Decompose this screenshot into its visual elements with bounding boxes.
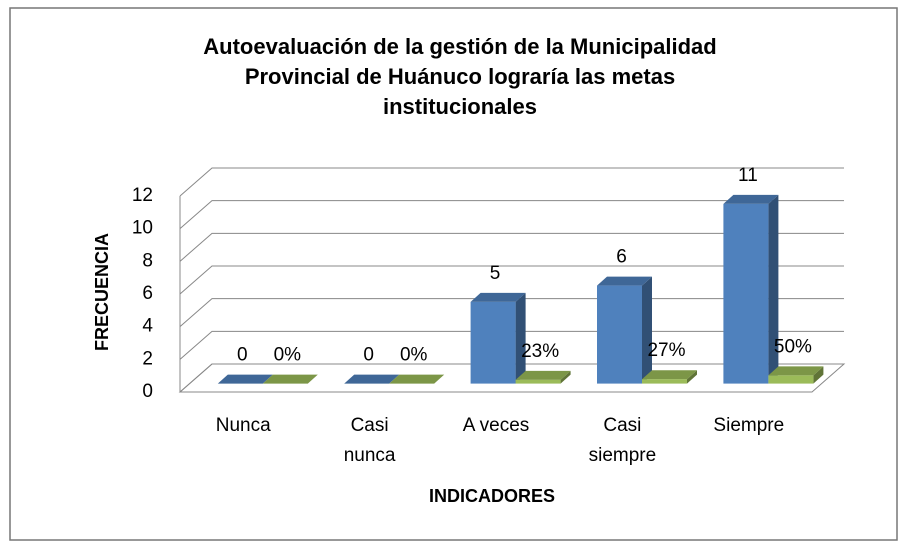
bar-side [687, 370, 697, 384]
data-label: 0 [237, 345, 248, 366]
bar-side [560, 370, 571, 384]
data-label: 0% [274, 345, 302, 366]
bar-top [597, 276, 652, 286]
bar [597, 276, 652, 384]
x-tick-label: Casi siempre [589, 415, 657, 466]
x-tick-label: Nunca [216, 415, 271, 436]
data-label: 23% [521, 341, 559, 362]
bar-front [515, 379, 561, 384]
bar [723, 194, 779, 384]
data-label: 27% [647, 340, 685, 361]
bar-front [597, 285, 642, 384]
bar [389, 374, 445, 384]
grid-line [179, 232, 844, 262]
y-tick-label: 2 [142, 348, 153, 369]
bar-top [768, 366, 824, 376]
bar [217, 374, 273, 384]
x-tick-label-line: Casi [351, 415, 389, 436]
bar [344, 374, 400, 384]
bar [470, 292, 526, 384]
x-tick-label-line: nunca [344, 445, 396, 466]
bar-front [642, 379, 687, 384]
data-label: 0 [363, 345, 374, 366]
grid-line [179, 265, 844, 295]
y-tick-label: 4 [142, 316, 153, 337]
x-tick-label: Casi nunca [344, 415, 396, 466]
data-label: 0% [400, 345, 428, 366]
bar [515, 370, 571, 384]
x-tick-label: Siempre [713, 415, 784, 436]
x-tick-label: A veces [463, 415, 530, 436]
data-label: 50% [774, 336, 812, 357]
bar-front [723, 203, 769, 384]
data-label: 5 [490, 263, 501, 284]
bar [768, 366, 824, 384]
bar-top [470, 292, 526, 302]
bar [262, 374, 318, 384]
y-tick-label: 10 [132, 218, 153, 239]
bar [642, 370, 697, 384]
bar-top [389, 374, 445, 384]
grid-line [179, 200, 844, 230]
bar-side [768, 194, 779, 384]
y-tick-label: 6 [142, 283, 153, 304]
bar-top [344, 374, 400, 384]
bar-top [723, 194, 779, 204]
data-label: 6 [616, 247, 627, 268]
y-axis-title: FRECUENCIA [92, 233, 112, 351]
bar-top [262, 374, 318, 384]
bar-top [217, 374, 273, 384]
x-tick-label-line: siempre [589, 445, 657, 466]
bar-front [470, 301, 516, 384]
grid-line [179, 167, 844, 197]
bar-top [642, 370, 697, 380]
bar-side [813, 366, 824, 384]
data-label: 11 [738, 165, 758, 186]
y-tick-label: 12 [132, 185, 153, 206]
x-tick-label-line: Casi [603, 415, 641, 436]
bar-front [768, 375, 814, 384]
chart-title: Provincial de Huánuco lograría las metas [245, 64, 675, 89]
y-tick-label: 0 [142, 381, 153, 402]
x-axis-title: INDICADORES [429, 486, 555, 506]
bar-side [642, 276, 652, 384]
y-tick-label: 8 [142, 250, 153, 271]
chart-title: institucionales [383, 94, 537, 119]
bar-side [515, 292, 526, 384]
chart-title: Autoevaluación de la gestión de la Munic… [203, 34, 716, 59]
bar-top [515, 370, 571, 380]
